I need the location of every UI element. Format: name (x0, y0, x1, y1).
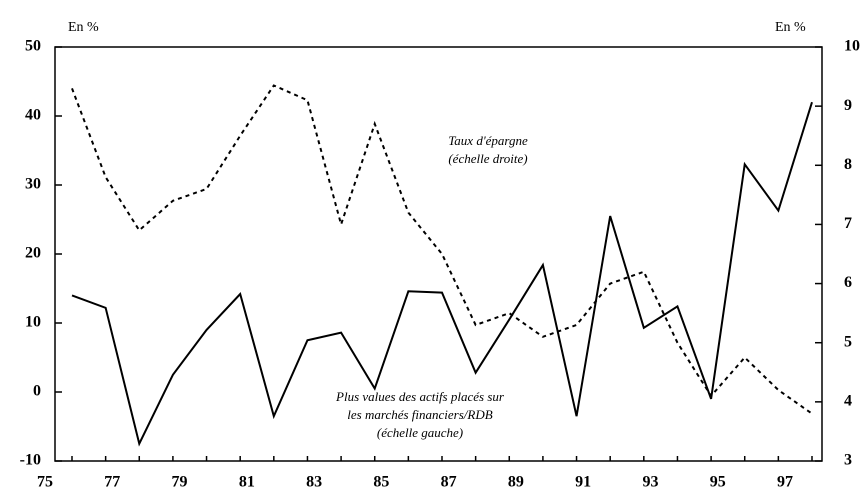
y-tick-label: 10 (25, 314, 41, 331)
y2-tick-label: 4 (844, 393, 852, 410)
x-tick-label: 87 (441, 474, 457, 491)
series-annotation: (échelle gauche) (377, 425, 463, 440)
x-tick-label: 97 (777, 474, 793, 491)
x-tick-label: 93 (642, 474, 658, 491)
x-tick-label: 81 (239, 474, 255, 491)
x-tick-label: 77 (104, 474, 120, 491)
y2-tick-label: 7 (844, 215, 852, 232)
y-tick-label: 0 (33, 383, 41, 400)
y2-tick-label: 8 (844, 156, 852, 173)
y-axis-label: En % (68, 20, 99, 35)
series-annotation: Taux d'épargne (448, 133, 528, 148)
series-line (71, 84, 813, 415)
series-annotation: les marchés financiers/RDB (347, 407, 492, 422)
series-annotation: (échelle droite) (448, 151, 527, 166)
x-tick-label: 89 (508, 474, 524, 491)
x-tick-label: 95 (710, 474, 726, 491)
series-line (71, 101, 813, 447)
y-tick-label: 30 (25, 176, 41, 193)
y2-tick-label: 9 (844, 97, 852, 114)
y-tick-label: 40 (25, 107, 41, 124)
y2-tick-label: 3 (844, 452, 852, 469)
y-tick-label: 20 (25, 245, 41, 262)
y2-tick-label: 6 (844, 274, 852, 291)
x-tick-label: 75 (37, 474, 53, 491)
x-tick-label: 85 (373, 474, 389, 491)
y-tick-label: 50 (25, 38, 41, 55)
x-tick-label: 79 (172, 474, 188, 491)
y-tick-label: -10 (20, 452, 41, 469)
series-annotation: Plus values des actifs placés sur (335, 389, 505, 404)
x-tick-label: 83 (306, 474, 322, 491)
y2-tick-label: 5 (844, 333, 852, 350)
x-tick-label: 91 (575, 474, 591, 491)
y2-axis-label: En % (775, 20, 806, 35)
y2-tick-label: 10 (844, 38, 860, 55)
